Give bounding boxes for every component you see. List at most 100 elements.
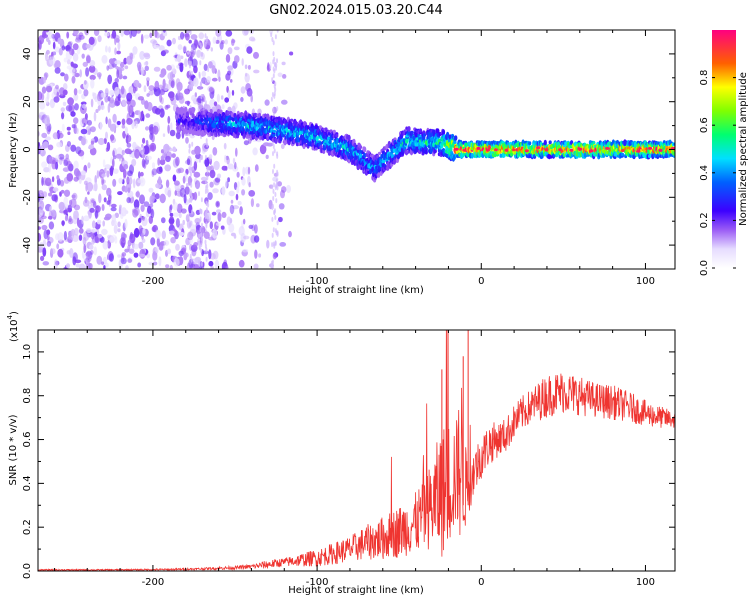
x-tick-label: 100 [636, 276, 655, 287]
streak-blob [273, 243, 276, 249]
noise-blob [213, 160, 220, 171]
noise-blob [232, 157, 236, 164]
noise-blob [193, 77, 199, 87]
noise-blob [90, 98, 94, 108]
noise-blob [175, 218, 180, 228]
noise-blob [138, 217, 142, 224]
noise-blob [53, 62, 59, 69]
noise-blob [208, 87, 214, 93]
y-tick-label: 0.6 [22, 432, 33, 448]
noise-blob [58, 153, 65, 160]
ridge-blob [543, 139, 547, 146]
noise-blob [164, 164, 171, 172]
hot-spot [648, 146, 653, 150]
noise-blob [78, 34, 85, 40]
noise-blob [143, 52, 150, 58]
ridge-blob [414, 131, 418, 138]
ridge-blob [423, 133, 427, 137]
noise-blob [67, 131, 71, 135]
hot-spot [578, 147, 583, 151]
noise-blob [121, 118, 126, 126]
noise-blob [198, 32, 205, 40]
noise-blob [138, 225, 143, 234]
ridge-blob [277, 116, 281, 122]
noise-blob [108, 58, 115, 65]
noise-blob [178, 250, 184, 257]
noise-blob [83, 231, 90, 241]
ridge-blob [221, 112, 226, 116]
noise-blob [149, 126, 155, 135]
noise-blob [109, 89, 115, 96]
noise-blob [62, 89, 68, 96]
noise-blob [70, 144, 77, 152]
noise-blob [107, 96, 111, 102]
noise-blob [257, 108, 262, 115]
ridge-blob [200, 117, 204, 122]
noise-blob [82, 61, 89, 67]
noise-blob [168, 218, 175, 224]
noise-blob [150, 237, 156, 246]
hot-spot [454, 147, 459, 151]
noise-blob [250, 94, 253, 103]
noise-blob [170, 80, 175, 89]
noise-blob [215, 209, 222, 214]
noise-blob [177, 167, 185, 174]
noise-blob [46, 229, 51, 236]
noise-blob [142, 145, 150, 155]
ridge-blob [453, 140, 457, 145]
hot-spot [511, 148, 516, 152]
noise-blob [83, 180, 88, 185]
streak-blob [272, 188, 275, 194]
noise-blob [66, 59, 71, 65]
noise-blob [108, 46, 111, 53]
noise-blob [220, 95, 224, 100]
noise-blob [70, 198, 77, 209]
noise-blob [253, 263, 259, 269]
streak-blob [274, 240, 277, 246]
streak-blob [205, 138, 208, 144]
noise-blob [254, 164, 259, 172]
noise-blob [117, 228, 121, 233]
noise-blob [253, 51, 259, 59]
noise-blob [127, 187, 131, 194]
noise-blob [144, 100, 149, 110]
noise-blob [102, 220, 105, 227]
noise-blob [42, 141, 49, 149]
streak-blob [271, 216, 274, 222]
colorbar-tick-label: 0.2 [699, 212, 710, 228]
noise-blob [143, 85, 147, 93]
noise-blob [238, 259, 245, 268]
noise-blob [209, 221, 213, 230]
streak-blob [275, 65, 277, 71]
noise-blob [57, 248, 64, 258]
noise-blob [167, 115, 171, 124]
streak-blob [274, 61, 277, 67]
noise-blob [109, 236, 115, 243]
noise-blob [236, 171, 240, 178]
noise-blob [194, 145, 201, 155]
snr-series-line [38, 330, 675, 571]
noise-blob [52, 187, 59, 192]
ridge-blob [446, 131, 450, 138]
noise-blob [89, 207, 95, 213]
streak-blob [198, 40, 201, 46]
noise-blob [96, 255, 103, 265]
noise-blob [121, 98, 127, 108]
noise-blob [78, 234, 83, 241]
ridge-blob [528, 141, 532, 146]
noise-blob [233, 46, 240, 51]
noise-blob [40, 192, 45, 201]
streak-blob [205, 185, 208, 190]
ridge-blob [243, 134, 247, 138]
streak-blob [204, 41, 207, 47]
noise-blob [148, 85, 155, 91]
snr-background [38, 330, 675, 571]
noise-blob [226, 216, 232, 226]
streak-blob [205, 247, 208, 253]
ridge-blob [257, 124, 261, 128]
noise-blob [182, 45, 187, 53]
noise-blob [102, 240, 109, 250]
noise-blob [184, 252, 189, 258]
streak-blob [198, 71, 201, 77]
noise-blob [277, 181, 282, 187]
